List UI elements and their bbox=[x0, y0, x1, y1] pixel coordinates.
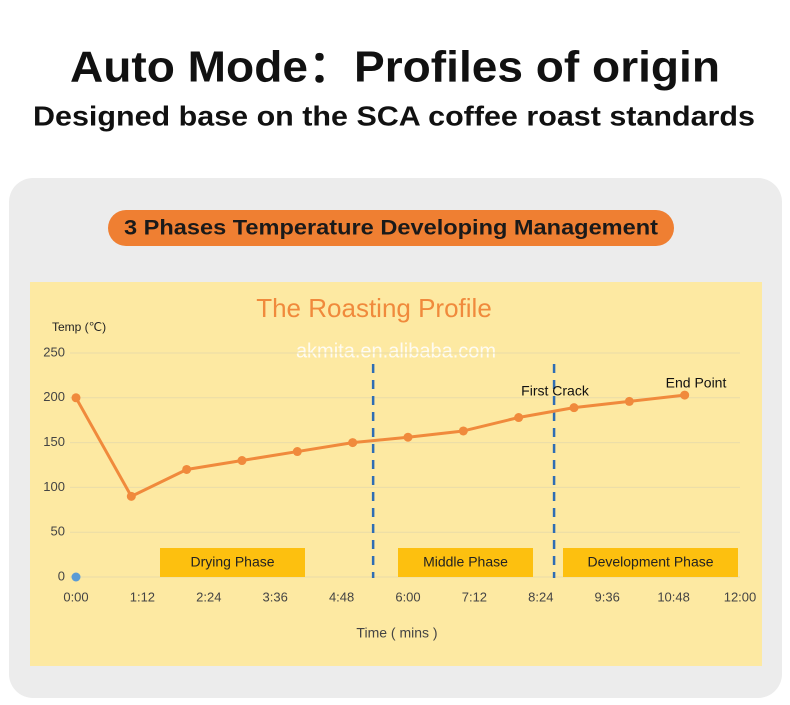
data-point bbox=[348, 438, 358, 448]
chart-area bbox=[30, 282, 762, 666]
phase-label: Development Phase bbox=[587, 554, 713, 570]
data-point bbox=[514, 413, 524, 423]
watermark: akmita.en.alibaba.com bbox=[296, 340, 496, 362]
data-point bbox=[237, 456, 247, 466]
x-tick-label: 2:24 bbox=[196, 589, 221, 604]
banner-text: 3 Phases Temperature Developing Manageme… bbox=[124, 217, 658, 240]
data-point bbox=[71, 393, 81, 403]
phase-label: Middle Phase bbox=[423, 554, 508, 570]
y-tick-label: 50 bbox=[51, 524, 65, 539]
y-tick-label: 150 bbox=[43, 434, 65, 449]
x-tick-label: 0:00 bbox=[63, 589, 88, 604]
x-tick-label: 3:36 bbox=[263, 589, 288, 604]
y-tick-label: 100 bbox=[43, 479, 65, 494]
banner-pill bbox=[108, 210, 674, 246]
data-point bbox=[569, 403, 579, 413]
data-point bbox=[680, 390, 690, 400]
x-tick-label: 7:12 bbox=[462, 589, 487, 604]
phase-box bbox=[160, 548, 305, 577]
page-title: Auto Mode：Profiles of origin bbox=[70, 43, 720, 92]
annotation: First Crack bbox=[521, 383, 590, 399]
data-point bbox=[182, 464, 192, 474]
phase-box bbox=[563, 548, 738, 577]
y-tick-label: 200 bbox=[43, 389, 65, 404]
y-tick-label: 0 bbox=[58, 568, 65, 583]
x-tick-label: 12:00 bbox=[724, 589, 757, 604]
y-axis-label: Temp (℃) bbox=[52, 320, 106, 334]
series-line bbox=[74, 393, 685, 498]
x-tick-label: 6:00 bbox=[395, 589, 420, 604]
data-point bbox=[126, 491, 136, 501]
x-axis-label: Time ( mins ) bbox=[356, 625, 437, 641]
x-tick-label: 10:48 bbox=[657, 589, 690, 604]
data-point bbox=[403, 432, 413, 442]
y-tick-label: 250 bbox=[43, 344, 65, 359]
start-marker bbox=[71, 572, 81, 582]
data-point bbox=[624, 396, 634, 406]
chart-title: The Roasting Profile bbox=[256, 293, 492, 323]
x-tick-label: 1:12 bbox=[130, 589, 155, 604]
x-tick-label: 9:36 bbox=[595, 589, 620, 604]
data-point bbox=[292, 447, 302, 457]
x-tick-label: 4:48 bbox=[329, 589, 354, 604]
phase-box bbox=[398, 548, 533, 577]
data-point bbox=[458, 426, 468, 436]
phase-label: Drying Phase bbox=[190, 554, 274, 570]
x-tick-label: 8:24 bbox=[528, 589, 553, 604]
page-subtitle: Designed base on the SCA coffee roast st… bbox=[33, 100, 755, 131]
annotation: End Point bbox=[666, 375, 727, 391]
